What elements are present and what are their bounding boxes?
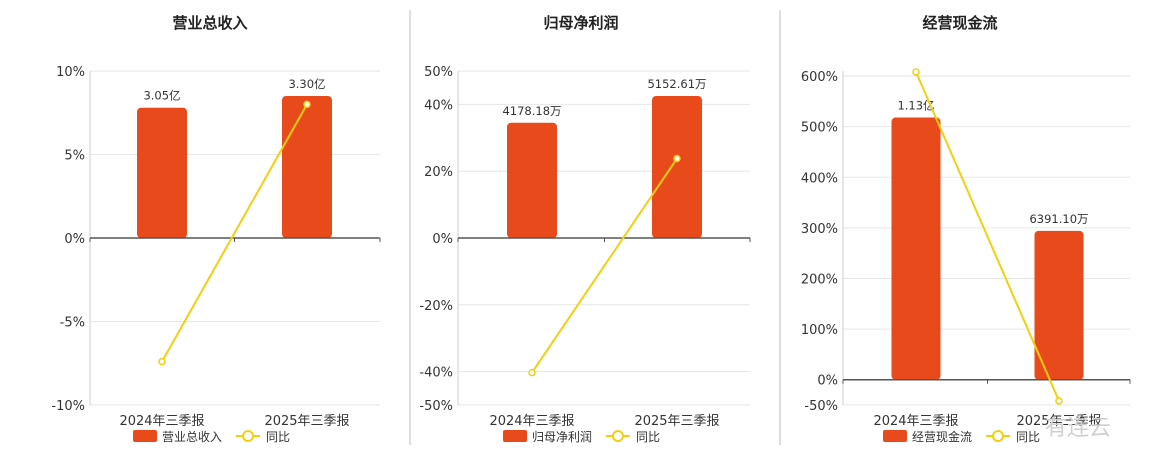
y-tick-label: 0%: [817, 374, 838, 389]
y-tick-label: 5%: [64, 149, 85, 164]
x-category-label: 2024年三季报: [119, 414, 204, 429]
x-category-label: 2025年三季报: [1016, 414, 1101, 429]
y-tick-label: -5%: [60, 316, 85, 331]
chart-title: 经营现金流: [922, 14, 997, 32]
bar: [1034, 230, 1084, 380]
watermark: 有连云: [1045, 416, 1111, 441]
legend-bar-swatch: [133, 430, 157, 442]
x-category-label: 2025年三季报: [634, 414, 719, 429]
legend-line-label: 同比: [1016, 430, 1040, 444]
x-category-label: 2025年三季报: [264, 414, 349, 429]
y-tick-label: 200%: [801, 272, 838, 287]
y-tick-label: 50%: [424, 65, 453, 80]
y-tick-label: 0%: [432, 232, 453, 247]
legend-line-label: 同比: [636, 430, 660, 444]
bar: [282, 96, 332, 238]
bar-value-label: 3.05亿: [143, 89, 180, 103]
y-tick-label: 300%: [801, 222, 838, 237]
chart-title: 归母净利润: [543, 14, 618, 32]
legend-line-marker: [242, 430, 254, 442]
bar-value-label: 5152.61万: [647, 77, 706, 91]
bar-value-label: 6391.10万: [1029, 212, 1088, 226]
legend-bar-swatch: [883, 430, 907, 442]
bar-value-label: 3.30亿: [288, 77, 325, 91]
bar: [137, 107, 187, 239]
legend-line-marker: [612, 430, 624, 442]
yoy-point: [158, 357, 166, 366]
chart-panel-1: 营业总收入 10% 5% 0% -5% -10% 3.05亿 3.30亿 2024年三季报 202…: [51, 10, 411, 445]
x-category-label: 2024年三季报: [873, 414, 958, 429]
y-tick-label: 100%: [801, 323, 838, 338]
legend-bar-label: 营业总收入: [162, 430, 222, 444]
y-tick-label: -40%: [419, 366, 453, 381]
bar-value-label: 4178.18万: [502, 104, 561, 118]
legend-bar-swatch: [503, 430, 527, 442]
legend-bar-label: 经营现金流: [912, 429, 972, 444]
y-tick-label: -10%: [51, 399, 85, 414]
chart-panel-3: 经营现金流 600% 500% 400% 300% 200% 100% 0% -50% 1.13亿…: [801, 14, 1131, 444]
bar: [891, 117, 941, 380]
yoy-point: [303, 100, 311, 109]
yoy-point: [1055, 397, 1063, 405]
yoy-line: [531, 157, 678, 374]
chart-title: 营业总收入: [172, 14, 247, 32]
legend-line-label: 同比: [266, 430, 290, 444]
legend-bar-label: 归母净利润: [532, 430, 592, 444]
bar: [507, 122, 557, 238]
y-tick-label: 500%: [801, 121, 838, 136]
y-tick-label: 10%: [56, 65, 85, 80]
yoy-line: [915, 71, 1060, 402]
yoy-point: [673, 154, 681, 163]
yoy-line: [161, 103, 308, 363]
y-tick-label: 600%: [801, 70, 838, 85]
y-tick-label: 20%: [424, 165, 453, 180]
y-tick-label: 40%: [424, 98, 453, 113]
bar: [652, 96, 702, 238]
legend-line-marker: [992, 430, 1004, 442]
y-tick-label: 400%: [801, 171, 838, 186]
y-tick-label: -20%: [419, 299, 453, 314]
y-tick-label: -50%: [804, 399, 838, 414]
bar-value-label: 1.13亿: [897, 99, 934, 113]
yoy-point: [528, 368, 536, 377]
y-tick-label: 0%: [64, 232, 85, 247]
x-category-label: 2024年三季报: [489, 414, 574, 429]
y-tick-label: -50%: [419, 399, 453, 414]
chart-panel-2: 归母净利润 50% 40% 20% 0% -20% -40% -50% 4178.18万 5152…: [419, 10, 781, 445]
yoy-point: [912, 68, 920, 76]
